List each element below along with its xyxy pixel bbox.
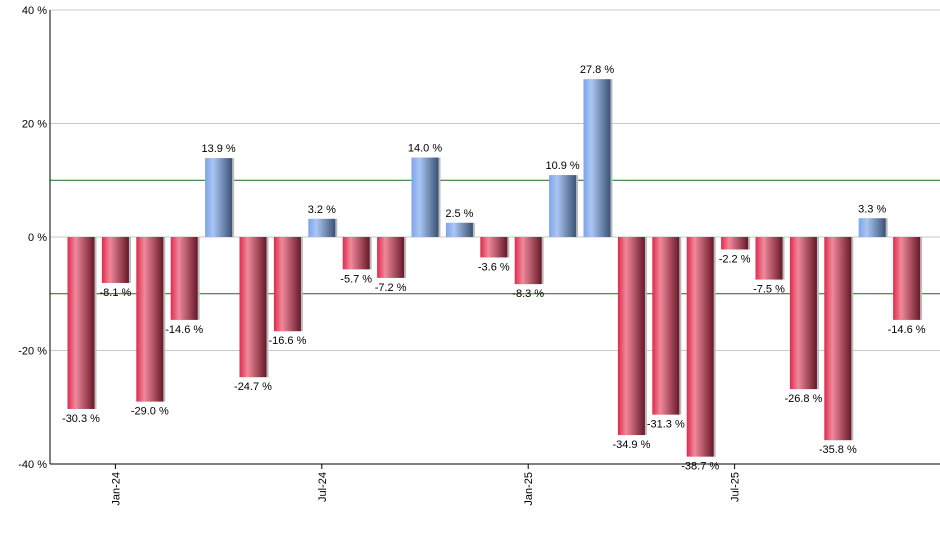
y-tick-label: -40 % (18, 459, 47, 471)
y-tick-label: -20 % (18, 346, 47, 358)
bar (445, 222, 473, 237)
data-label: -16.6 % (268, 335, 306, 347)
data-label: -38.7 % (681, 461, 719, 473)
bar (342, 237, 370, 270)
data-label: 27.8 % (580, 64, 614, 76)
data-label: 10.9 % (545, 160, 579, 172)
y-tick-label: 20 % (22, 119, 47, 131)
bar (273, 237, 301, 332)
bar (101, 237, 129, 283)
bar (686, 237, 714, 457)
data-label: 3.3 % (858, 203, 886, 215)
bar (239, 237, 267, 378)
bar (721, 237, 749, 250)
data-label: -31.3 % (647, 419, 685, 431)
bar (67, 237, 95, 409)
data-label: -30.3 % (62, 413, 100, 425)
data-label: -24.7 % (234, 381, 272, 393)
y-tick-label: 0 % (28, 232, 47, 244)
x-tick-label: Jul-24 (317, 472, 329, 502)
data-label: -34.9 % (612, 439, 650, 451)
bar (789, 237, 817, 390)
data-label: 2.5 % (445, 208, 473, 220)
data-label: -29.0 % (131, 406, 169, 418)
bar (755, 237, 783, 280)
data-label: -8.3 % (512, 288, 544, 300)
x-tick-label: Jul-25 (730, 472, 742, 502)
data-label: -35.8 % (819, 444, 857, 456)
data-label: -14.6 % (165, 324, 203, 336)
data-label: -7.2 % (375, 282, 407, 294)
data-label: 14.0 % (408, 143, 442, 155)
bar (583, 79, 611, 237)
data-label: -8.1 % (100, 287, 132, 299)
bar (411, 157, 439, 237)
bar (858, 218, 886, 237)
data-label: -3.6 % (478, 261, 510, 273)
data-label: -2.2 % (719, 253, 751, 265)
data-label: 13.9 % (201, 143, 235, 155)
x-tick-label: Jan-25 (523, 472, 535, 506)
bar (205, 158, 233, 237)
x-tick-label: Jan-24 (110, 472, 122, 506)
bar (514, 237, 542, 285)
bar (617, 237, 645, 436)
bar (893, 237, 921, 320)
data-label: -14.6 % (888, 324, 926, 336)
bar (652, 237, 680, 415)
data-label: -26.8 % (784, 393, 822, 405)
bar (170, 237, 198, 320)
bar (377, 237, 405, 278)
bar (480, 237, 508, 258)
bar (308, 218, 336, 237)
data-label: -7.5 % (753, 284, 785, 296)
y-tick-label: 40 % (22, 5, 47, 17)
data-label: -5.7 % (340, 273, 372, 285)
data-label: 3.2 % (308, 204, 336, 216)
bar (549, 175, 577, 237)
bar (136, 237, 164, 402)
bar (824, 237, 852, 441)
